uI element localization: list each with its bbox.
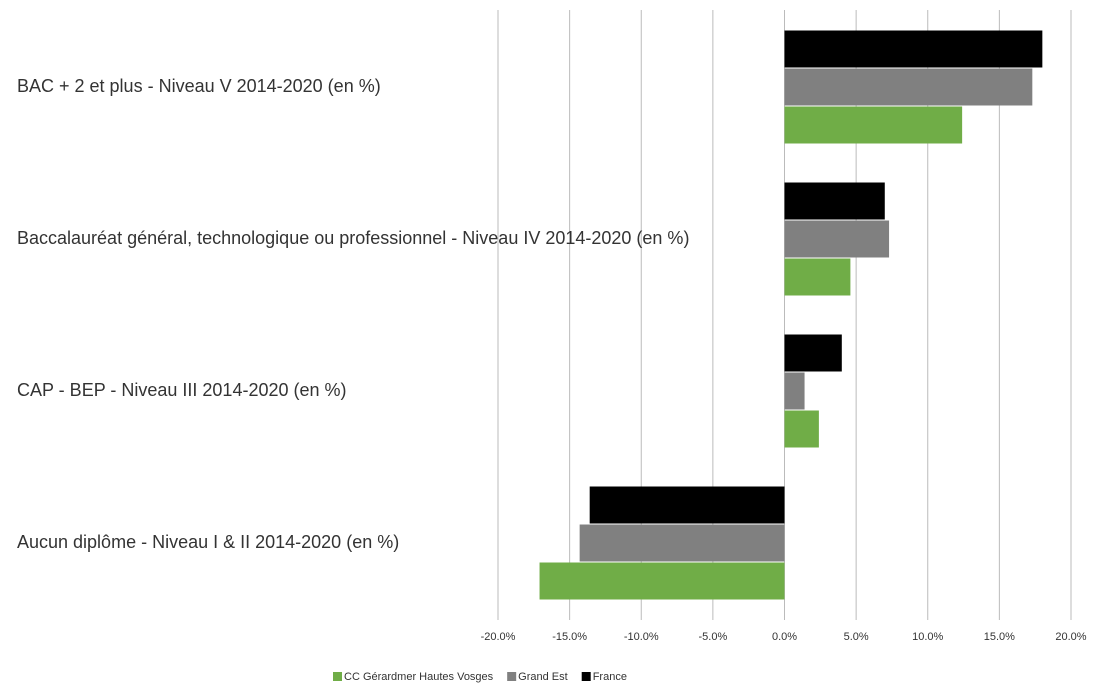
x-tick-label: 20.0% [1055, 631, 1086, 643]
bar [589, 486, 785, 524]
legend-label: France [593, 671, 627, 683]
x-tick-label: 15.0% [984, 631, 1015, 643]
bar [784, 106, 963, 144]
x-tick-label: -5.0% [699, 631, 728, 643]
x-tick-label: 10.0% [912, 631, 943, 643]
bar [784, 258, 851, 296]
bar [784, 410, 819, 448]
x-tick-label: -15.0% [552, 631, 587, 643]
category-label: CAP - BEP - Niveau III 2014-2020 (en %) [17, 380, 347, 400]
bar [784, 220, 890, 258]
legend-label: CC Gérardmer Hautes Vosges [344, 671, 494, 683]
x-tick-label: 0.0% [772, 631, 797, 643]
x-tick-label: -20.0% [481, 631, 516, 643]
bar [784, 182, 885, 220]
bar [579, 524, 785, 562]
bar [784, 334, 842, 372]
legend-swatch [507, 672, 517, 681]
bar [784, 68, 1033, 106]
legend-swatch [333, 672, 342, 681]
bar [539, 562, 785, 600]
legend-label: Grand Est [518, 671, 568, 683]
bar [784, 30, 1043, 68]
x-tick-label: -10.0% [624, 631, 659, 643]
category-label: Aucun diplôme - Niveau I & II 2014-2020 … [17, 532, 399, 552]
legend-swatch [581, 672, 591, 681]
bar [784, 372, 805, 410]
category-label: Baccalauréat général, technologique ou p… [17, 228, 689, 248]
x-tick-label: 5.0% [844, 631, 869, 643]
category-label: BAC + 2 et plus - Niveau V 2014-2020 (en… [17, 76, 381, 96]
